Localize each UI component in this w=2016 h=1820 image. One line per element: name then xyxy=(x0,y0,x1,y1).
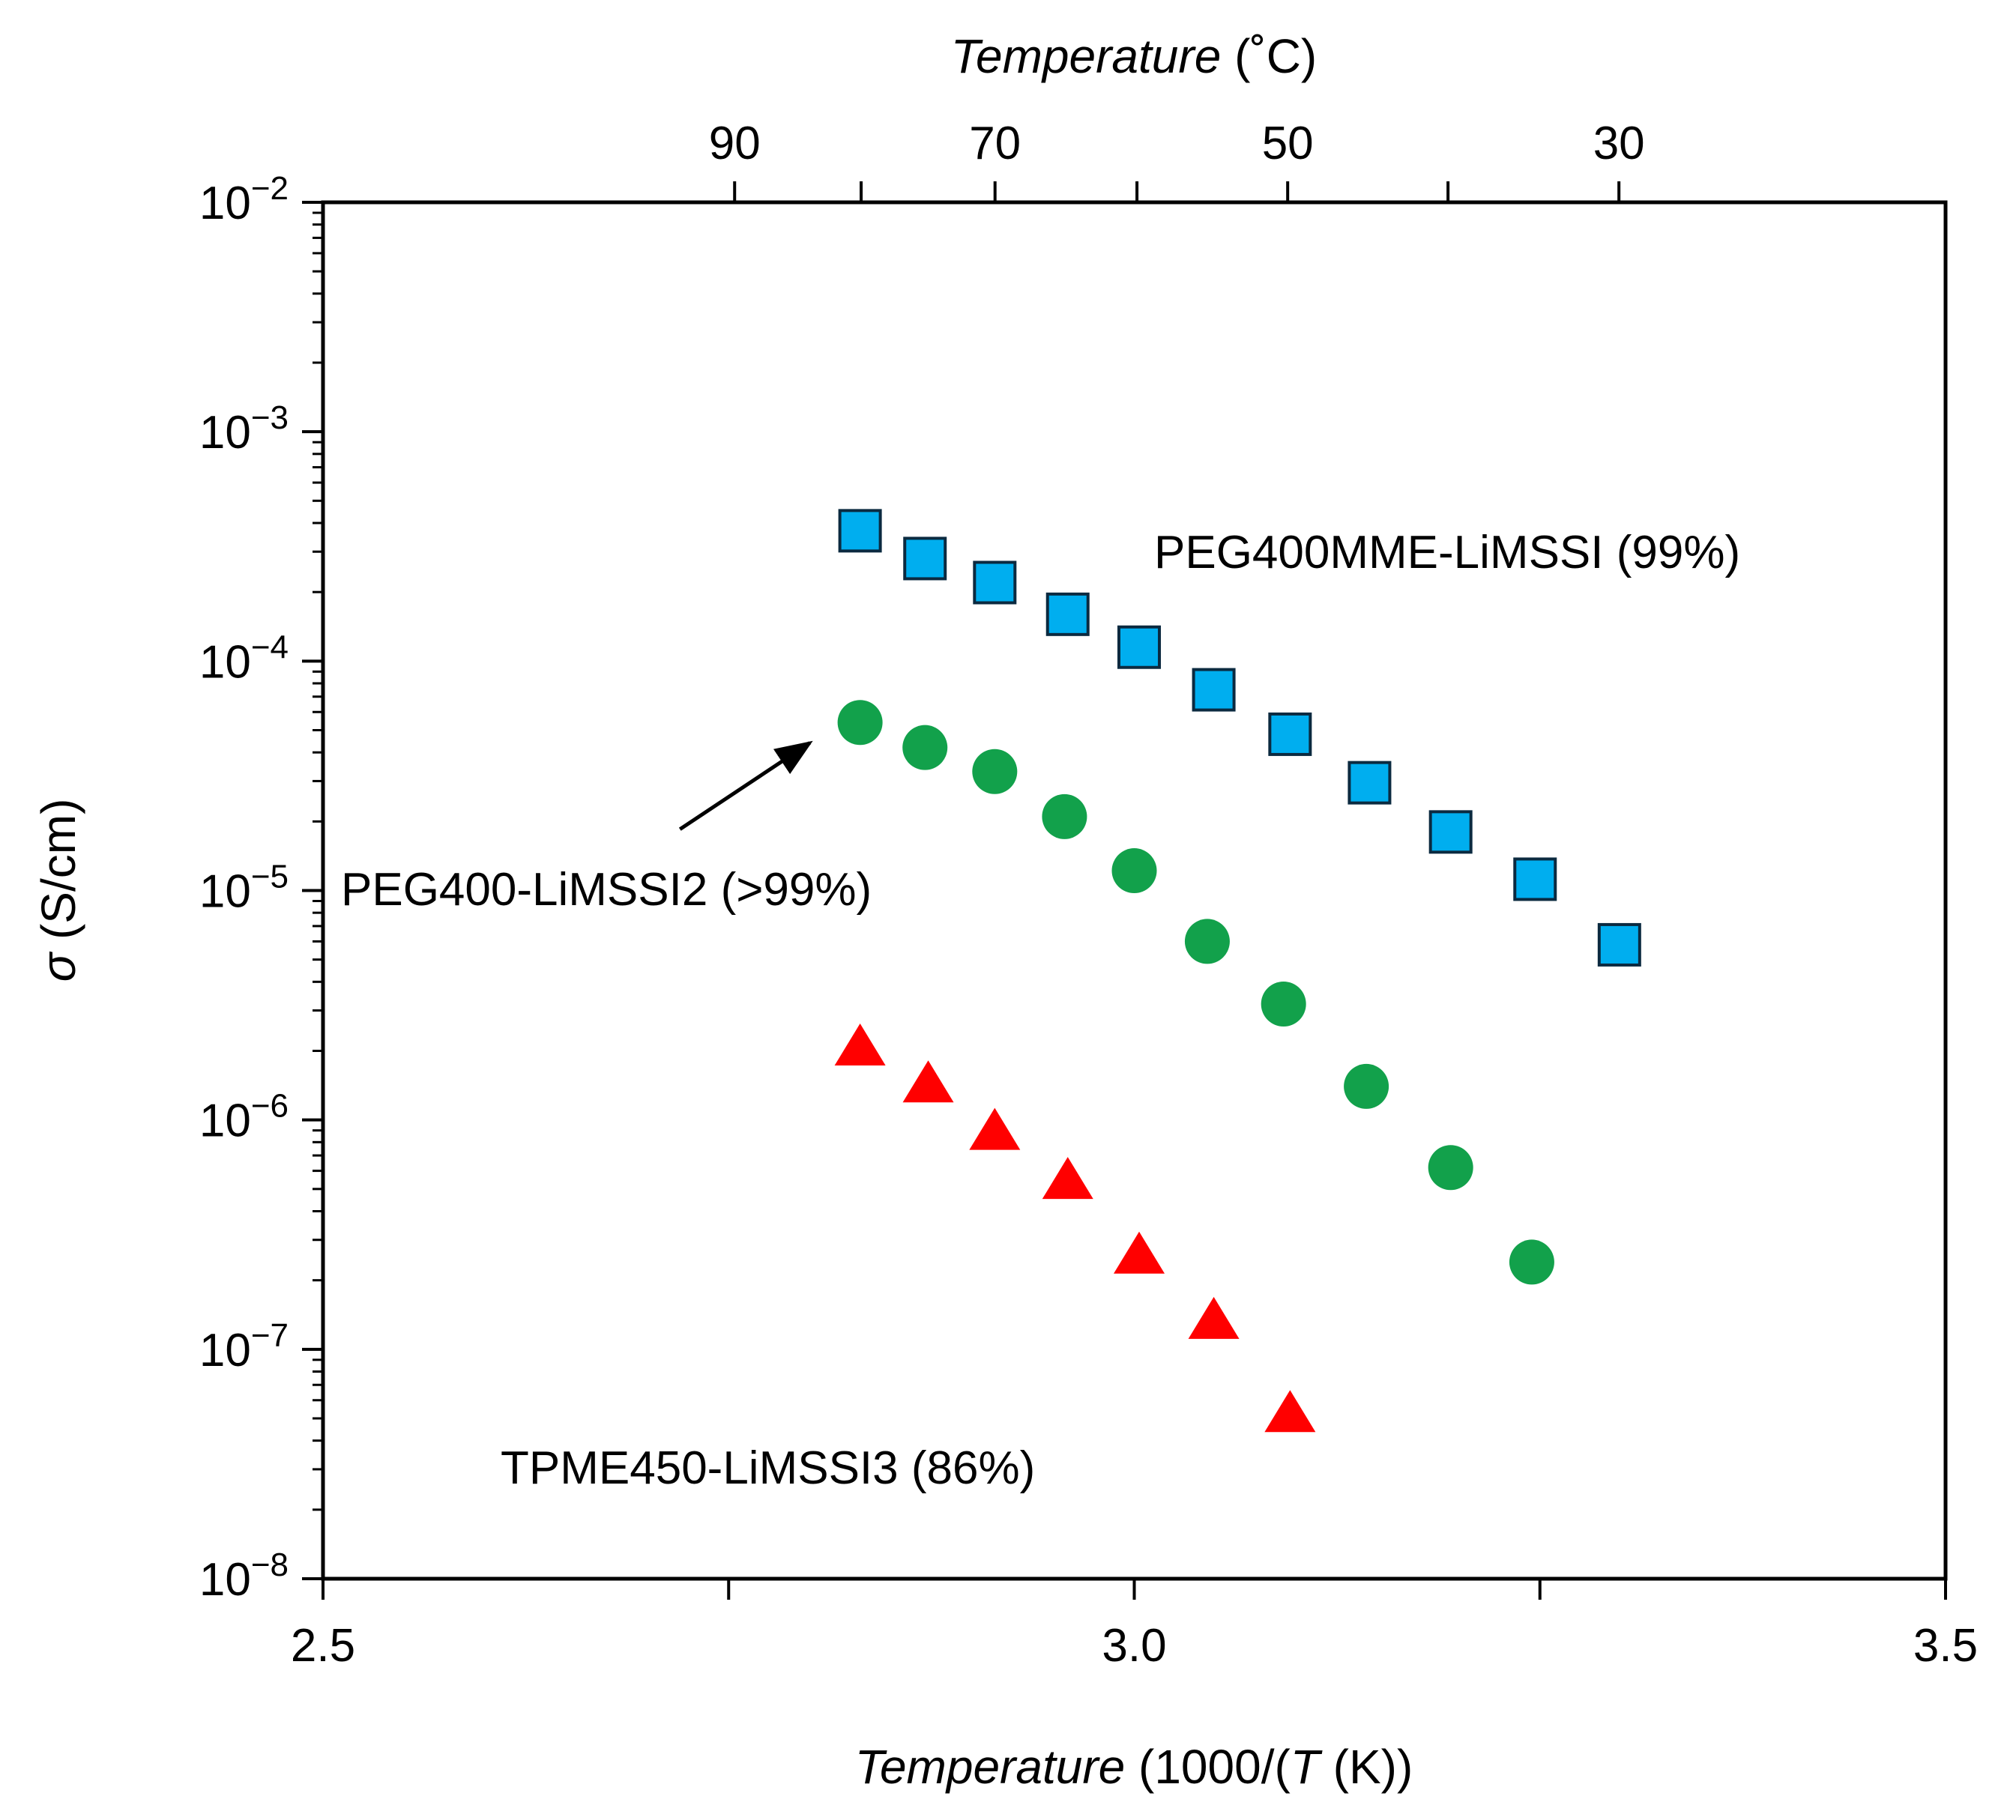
top-tick-label: 70 xyxy=(969,118,1021,169)
data-point-triangle xyxy=(1264,1390,1316,1433)
data-point-circle xyxy=(1509,1239,1554,1285)
data-point-circle xyxy=(1111,848,1157,894)
data-point-square xyxy=(1347,761,1392,805)
tick-labels: 2.5 3.0 3.5 90 70 50 30 10−2 10−3 10−4 10−5 10−6 10−… xyxy=(199,118,1978,1672)
data-point-triangle xyxy=(1042,1157,1093,1200)
y-tick-label: 10−8 xyxy=(199,1547,289,1606)
data-point-circle xyxy=(972,749,1018,794)
data-point-square xyxy=(1428,810,1473,854)
data-point-triangle xyxy=(969,1107,1021,1150)
y-tick-label: 10−4 xyxy=(199,629,289,688)
data-point-square xyxy=(1045,592,1090,636)
data-point-circle xyxy=(1261,982,1306,1027)
x-tick-label: 3.5 xyxy=(1913,1620,1978,1672)
data-marks xyxy=(834,509,1641,1433)
top-axis-title: Temperature (˚C) xyxy=(951,29,1317,83)
data-point-triangle xyxy=(902,1060,954,1103)
data-point-triangle xyxy=(1113,1231,1165,1274)
data-point-circle xyxy=(1184,919,1230,964)
data-point-square xyxy=(1117,625,1161,669)
x-axis-title: Temperature (1000/(T (K)) xyxy=(855,1740,1413,1794)
data-point-triangle xyxy=(834,1024,886,1066)
data-point-square xyxy=(1597,922,1641,967)
series-label-peg400mme: PEG400MME-LiMSSI (99%) xyxy=(1154,527,1740,578)
data-point-square xyxy=(838,509,882,553)
data-point-square xyxy=(903,536,947,581)
data-point-triangle xyxy=(1188,1296,1240,1339)
y-tick-label: 10−3 xyxy=(199,399,289,459)
data-point-square xyxy=(1268,712,1312,756)
data-point-square xyxy=(1513,857,1557,901)
series-label-peg400: PEG400-LiMSSI2 (>99%) xyxy=(341,864,872,916)
y-tick-label: 10−5 xyxy=(199,859,289,918)
top-tick-label: 50 xyxy=(1262,118,1314,169)
data-point-square xyxy=(973,560,1017,605)
y-tick-label: 10−7 xyxy=(199,1317,289,1376)
series-label-tpme450: TPME450-LiMSSI3 (86%) xyxy=(501,1442,1035,1494)
top-tick-label: 90 xyxy=(709,118,761,169)
y-axis-title: σ (S/cm) xyxy=(31,799,85,982)
top-tick-label: 30 xyxy=(1593,118,1645,169)
data-point-circle xyxy=(902,725,948,770)
annotation-arrow xyxy=(678,740,813,831)
plot-frame xyxy=(321,200,1948,1581)
data-point-circle xyxy=(1042,793,1087,839)
data-point-circle xyxy=(1344,1063,1389,1109)
y-tick-label: 10−2 xyxy=(199,170,289,229)
x-tick-label: 2.5 xyxy=(291,1620,355,1672)
x-tick-label: 3.0 xyxy=(1102,1620,1166,1672)
data-point-square xyxy=(1192,668,1236,712)
data-point-circle xyxy=(1428,1145,1473,1191)
data-point-circle xyxy=(837,700,883,746)
y-tick-label: 10−6 xyxy=(199,1088,289,1147)
